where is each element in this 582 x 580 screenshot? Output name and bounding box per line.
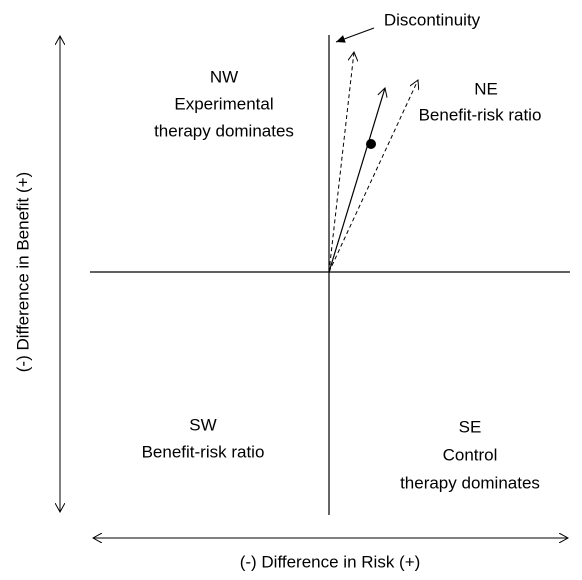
quadrant-label: NE [474, 79, 498, 98]
quadrant-label: NW [210, 67, 238, 86]
callout-arrow [335, 27, 375, 43]
callout-label: Discontinuity [384, 10, 481, 29]
dashed-arrow [328, 52, 354, 273]
quadrant-label: Benefit-risk ratio [142, 442, 265, 461]
quadrant-label: Experimental [174, 94, 273, 113]
ratio-arrow [328, 88, 385, 273]
quadrant-label: therapy dominates [154, 121, 294, 140]
y-axis-label: (-) Difference in Benefit (+) [13, 172, 32, 372]
x-axis-label: (-) Difference in Risk (+) [240, 552, 421, 571]
quadrant-label: SE [459, 417, 482, 436]
dashed-arrow [328, 80, 418, 273]
quadrant-label: Control [443, 445, 498, 464]
quadrant-label: Benefit-risk ratio [419, 105, 542, 124]
point [366, 139, 376, 149]
quadrant-label: therapy dominates [400, 473, 540, 492]
quadrant-label: SW [189, 415, 216, 434]
